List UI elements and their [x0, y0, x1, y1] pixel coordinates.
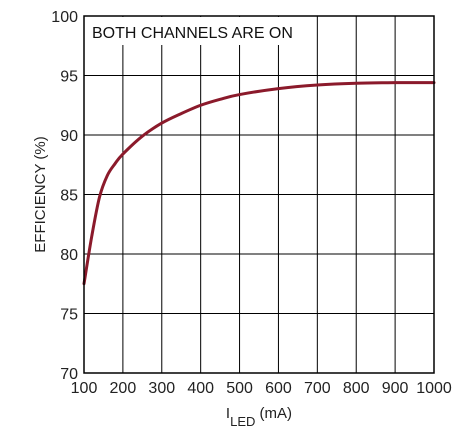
x-axis-title-main: I — [226, 405, 230, 422]
y-tick-labels: 70 75 80 85 90 95 100 — [51, 9, 78, 383]
x-tick-label-200: 200 — [110, 380, 137, 397]
plot-frame — [83, 15, 435, 374]
x-tick-label-100: 100 — [71, 380, 98, 397]
x-axis-title: ILED (mA) — [226, 405, 292, 426]
x-tick-label-700: 700 — [304, 380, 331, 397]
y-tick-label-95: 95 — [60, 69, 78, 86]
y-tick-label-100: 100 — [51, 9, 78, 26]
x-axis-title-unit: (mA) — [255, 405, 292, 422]
x-tick-label-600: 600 — [265, 380, 292, 397]
y-tick-label-75: 75 — [60, 307, 78, 324]
x-tick-label-1000: 1000 — [416, 380, 452, 397]
y-tick-label-80: 80 — [60, 247, 78, 264]
y-tick-label-90: 90 — [60, 128, 78, 145]
y-tick-label-70: 70 — [60, 366, 78, 383]
y-tick-label-85: 85 — [60, 188, 78, 205]
series-layer — [82, 81, 436, 286]
series-line-0 — [82, 81, 436, 286]
x-axis-title-subscript: LED — [230, 414, 255, 426]
y-axis-title: EFFICIENCY (%) — [32, 136, 49, 252]
x-tick-label-900: 900 — [382, 380, 409, 397]
x-tick-label-800: 800 — [343, 380, 370, 397]
x-tick-label-300: 300 — [148, 380, 175, 397]
annotation-label: BOTH CHANNELS ARE ON — [92, 25, 293, 42]
x-tick-labels: 100 200 300 400 500 600 700 800 900 1000 — [71, 380, 452, 397]
annotation-background — [85, 17, 285, 45]
grid — [84, 16, 434, 373]
x-tick-label-400: 400 — [187, 380, 214, 397]
x-tick-label-500: 500 — [226, 380, 253, 397]
